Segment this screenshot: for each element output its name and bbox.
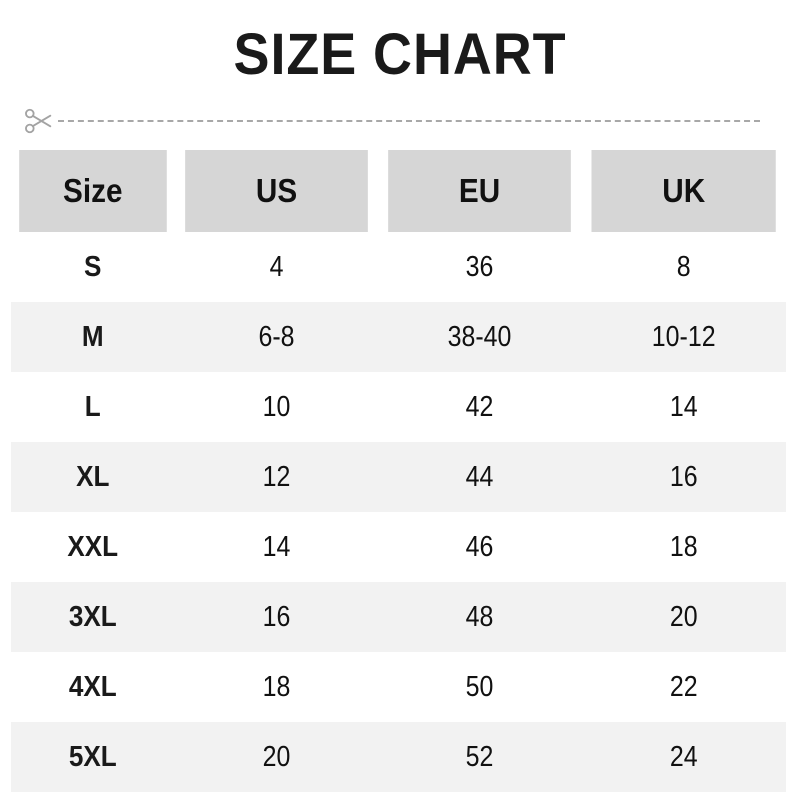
cell-eu: 42 [465,390,493,423]
table-row: 4XL 18 50 22 [11,652,786,722]
cell-us: 10 [262,390,290,423]
table-row: 3XL 16 48 20 [11,582,786,652]
cell-uk: 14 [669,390,698,423]
cell-size: XXL [67,530,119,563]
cell-uk: 16 [669,460,698,493]
table-body: S 4 36 8 M 6-8 38-40 10-12 L 10 42 14 XL… [11,232,786,792]
table-row: 5XL 20 52 24 [11,722,786,792]
table-row: L 10 42 14 [11,372,786,442]
cell-eu: 48 [465,600,493,633]
column-header-size: Size [19,150,167,232]
cell-uk: 24 [669,740,698,773]
dashed-cut-line [58,120,760,122]
column-header-uk: UK [590,150,776,232]
table-row: S 4 36 8 [11,232,786,302]
cell-eu: 36 [465,250,493,283]
page-title: SIZE CHART [233,22,567,87]
cell-us: 14 [262,530,290,563]
cell-us: 16 [262,600,290,633]
cell-size: 4XL [68,670,117,703]
cell-us: 6-8 [258,320,295,353]
cell-uk: 22 [669,670,698,703]
cell-size: XL [76,460,110,493]
cell-size: M [81,320,104,353]
table-row: XXL 14 46 18 [11,512,786,582]
cell-uk: 18 [669,530,698,563]
cell-eu: 46 [465,530,493,563]
cell-size: 3XL [68,600,117,633]
table-row: M 6-8 38-40 10-12 [11,302,786,372]
cell-eu: 38-40 [447,320,511,353]
table-header-row: Size US EU UK [11,150,786,232]
cell-eu: 44 [465,460,493,493]
cut-line [22,104,774,138]
table-header: Size US EU UK [11,150,786,232]
cell-us: 18 [262,670,290,703]
column-header-eu: EU [387,150,571,232]
size-table: Size US EU UK S 4 36 8 M 6-8 38-40 10-12… [11,150,786,792]
cell-uk: 20 [669,600,698,633]
cell-us: 20 [262,740,290,773]
column-header-us: US [184,150,368,232]
table-row: XL 12 44 16 [11,442,786,512]
cell-size: S [84,250,102,283]
cell-us: 12 [262,460,290,493]
cell-eu: 52 [465,740,493,773]
cell-size: L [84,390,101,423]
cell-uk: 10-12 [651,320,716,353]
cell-uk: 8 [676,250,691,283]
cell-us: 4 [269,250,283,283]
cell-size: 5XL [68,740,117,773]
scissors-icon [22,104,56,138]
cell-eu: 50 [465,670,493,703]
